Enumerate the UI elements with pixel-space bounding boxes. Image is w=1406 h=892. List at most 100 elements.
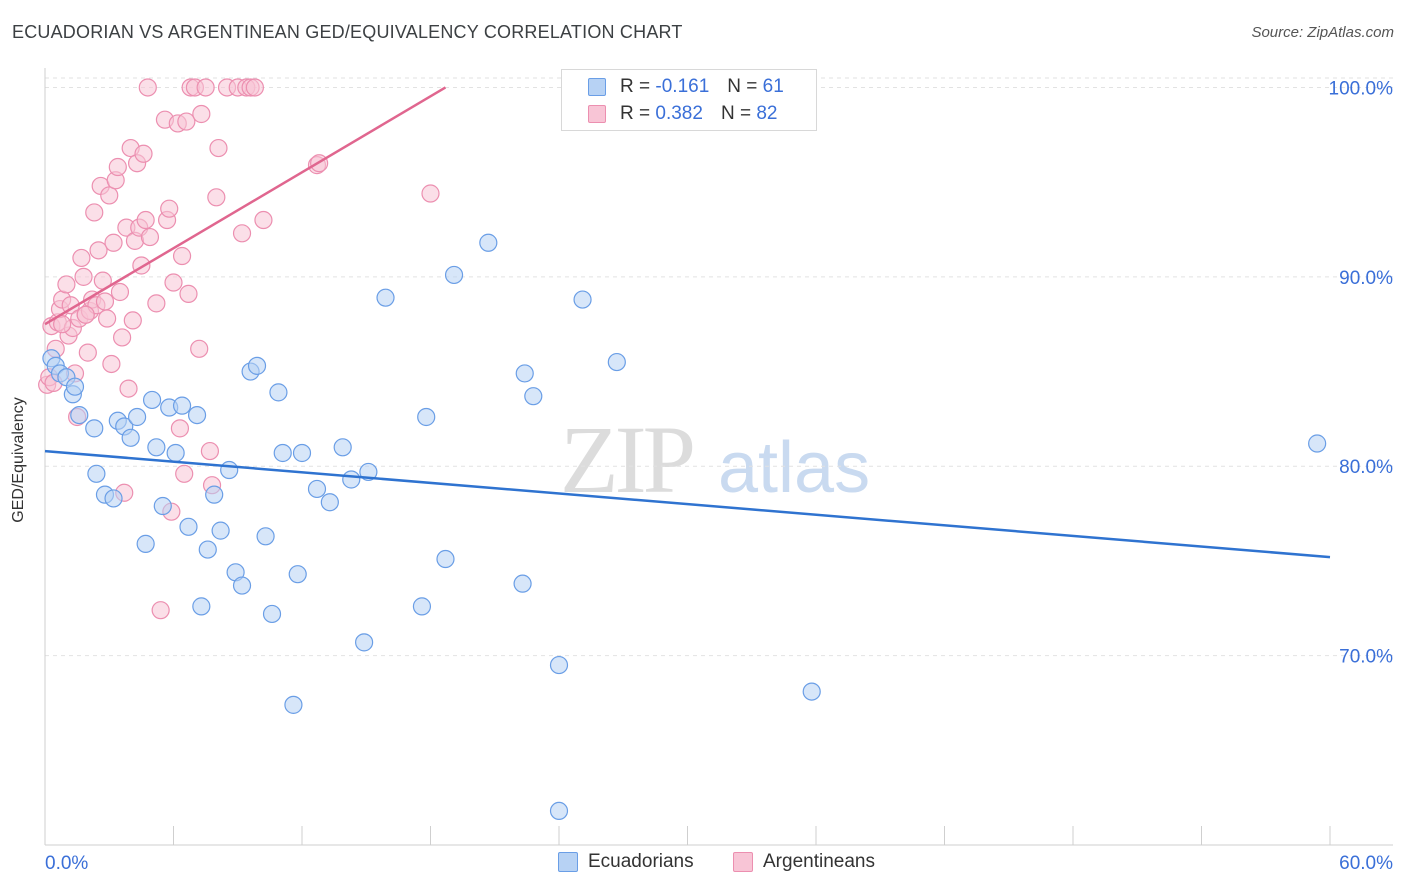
data-point [57,275,76,294]
data-point [376,288,395,307]
legend-n-value: 61 [762,76,784,97]
argentineans-trend-line [44,86,447,326]
argentineans-points [38,78,440,620]
data-point [110,282,130,302]
data-point [436,549,455,569]
data-point [102,354,121,374]
data-point [232,576,252,595]
data-point [262,604,282,624]
data-point [134,144,153,163]
source-label: Source: ZipAtlas.com [1251,24,1394,41]
data-point [147,438,166,457]
data-point [549,801,569,821]
watermark-zip: ZIP [560,406,693,513]
data-point [127,407,147,427]
legend-label-ecuadorians: Ecuadorians [588,851,694,872]
data-point [573,290,592,309]
chart-title: ECUADORIAN VS ARGENTINEAN GED/EQUIVALENC… [12,22,683,42]
legend-swatch-pink [733,852,753,872]
data-point [209,138,228,158]
data-point [254,210,273,230]
data-point [142,390,162,410]
data-point [549,655,569,675]
data-point [273,443,292,463]
data-point [72,248,91,268]
legend-r-value: 0.382 [655,103,703,124]
data-point [524,387,543,406]
data-point [205,485,224,504]
legend-row-ecuadorians: R = -0.161 N = 61 [588,75,784,99]
data-point [140,227,160,247]
data-point [87,464,106,483]
legend-r-label: R = [620,76,651,97]
legend-swatch-pink [588,105,606,123]
data-point [342,470,361,489]
watermark-atlas: atlas [718,428,870,508]
data-point [172,246,192,266]
y-tick-label: 90.0% [1339,268,1393,289]
data-point [333,438,352,457]
tick-labels: 70.0% 80.0% 90.0% 100.0% 0.0% 60.0% [45,78,1393,874]
data-point [207,188,226,207]
data-point [412,597,432,616]
legend-row-argentineans: R = 0.382 N = 82 [588,102,777,126]
data-point [284,695,303,714]
data-point [108,157,127,177]
data-point [70,406,89,425]
data-point [292,443,312,463]
data-point [166,443,185,463]
data-point [513,574,532,593]
data-point [78,343,97,362]
data-point [320,493,339,512]
data-point [65,377,85,396]
data-point [119,379,138,398]
y-tick-label: 70.0% [1339,647,1393,668]
legend-swatch-blue [558,852,578,872]
data-point [136,210,155,230]
data-point [153,496,172,516]
y-tick-label: 100.0% [1329,78,1394,99]
data-point [177,112,196,131]
axes [44,68,1393,846]
data-point [95,292,115,311]
data-point [444,265,464,285]
data-point [196,78,215,97]
data-point [123,311,142,330]
data-point [170,419,190,438]
correlation-legend: R = -0.161 N = 61 R = 0.382 N = 82 [561,69,817,131]
data-point [187,406,207,425]
x-tick-label: 60.0% [1339,853,1393,874]
data-point [256,527,275,546]
legend-argentineans: Argentineans [733,851,875,873]
data-point [288,565,307,584]
data-point [307,479,327,499]
data-point [179,517,198,536]
legend-r-label: R = [620,103,651,124]
legend-n-label: N = [727,76,758,97]
data-point [1308,434,1327,453]
data-point [175,464,194,483]
data-point [198,540,217,559]
data-point [98,309,117,328]
legend-n-label: N = [720,103,752,124]
legend-n-value: 82 [756,103,778,124]
data-point [89,241,108,260]
data-point [147,294,166,313]
data-point [100,186,119,205]
data-point [190,339,209,358]
data-point [247,356,267,375]
data-point [138,78,157,97]
data-point [200,441,220,461]
data-point [151,601,170,620]
data-point [192,597,211,616]
x-tick-label: 0.0% [45,853,88,874]
data-point [85,203,104,222]
data-point [479,233,498,252]
data-point [121,428,140,447]
y-tick-label: 80.0% [1339,457,1393,478]
data-point [85,419,104,438]
data-point [802,682,821,701]
data-point [104,233,123,252]
data-point [160,199,179,218]
trend-lines [44,86,1331,559]
